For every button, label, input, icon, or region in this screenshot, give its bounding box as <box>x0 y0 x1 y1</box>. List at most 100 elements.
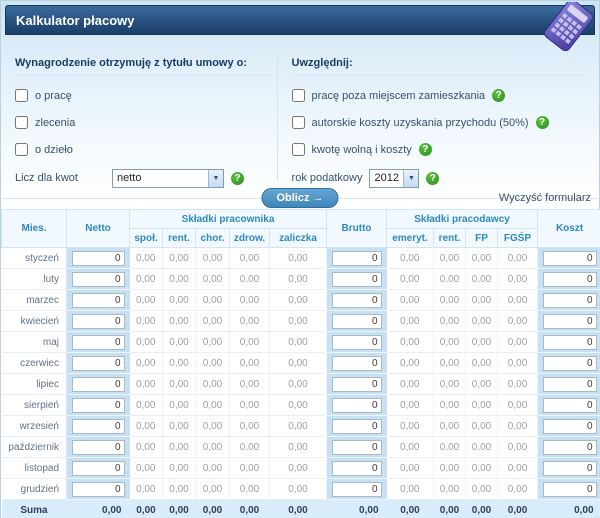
brutto-input[interactable] <box>332 313 382 329</box>
brutto-input[interactable] <box>332 439 382 455</box>
koszt-input[interactable] <box>543 313 597 329</box>
help-icon[interactable]: ? <box>535 116 549 129</box>
checkbox-o-dzielo[interactable] <box>15 143 28 156</box>
fp-value: 0,00 <box>465 268 499 290</box>
rok-podatkowy-select[interactable]: 2012 ▼ <box>369 168 420 188</box>
help-icon[interactable]: ? <box>231 171 244 185</box>
emeryt-value: 0,00 <box>386 268 435 290</box>
zaliczka-value: 0,00 <box>269 310 328 332</box>
checkbox-label: autorskie koszty uzyskania przychodu (50… <box>311 116 529 129</box>
zdrow-value: 0,00 <box>229 415 270 437</box>
zdrow-value: 0,00 <box>229 289 270 311</box>
koszt-input[interactable] <box>543 355 597 371</box>
brutto-input[interactable] <box>332 397 382 413</box>
chevron-down-icon: ▼ <box>208 169 223 187</box>
help-icon[interactable]: ? <box>492 89 506 102</box>
netto-input[interactable] <box>72 250 125 266</box>
emeryt-value: 0,00 <box>386 478 435 500</box>
koszt-input[interactable] <box>543 397 597 413</box>
koszt-cell <box>537 268 600 290</box>
checkbox-row-autorskie-koszty: autorskie koszty uzyskania przychodu (50… <box>291 109 587 136</box>
checkbox-autorskie-koszty[interactable] <box>291 116 305 129</box>
fgsp-value: 0,00 <box>497 373 539 395</box>
netto-input[interactable] <box>72 460 125 476</box>
help-icon[interactable]: ? <box>418 143 432 156</box>
suma-zaliczka: 0,00 <box>269 499 327 518</box>
netto-input[interactable] <box>72 481 125 497</box>
koszt-input[interactable] <box>543 334 597 350</box>
checkbox-row-praca-poza: pracę poza miejscem zamieszkania ? <box>291 82 587 109</box>
month-label: czerwiec <box>1 352 67 374</box>
brutto-input[interactable] <box>332 334 382 350</box>
checkbox-label: zlecenia <box>35 116 76 129</box>
checkbox-o-prace[interactable] <box>15 89 28 102</box>
month-label: marzec <box>1 289 67 311</box>
month-label: październik <box>1 436 67 458</box>
brutto-cell <box>326 373 387 395</box>
rent2-value: 0,00 <box>433 478 467 500</box>
checkbox-praca-poza-miejscem[interactable] <box>291 89 305 102</box>
chor-value: 0,00 <box>195 331 230 353</box>
netto-input[interactable] <box>72 313 125 329</box>
netto-input[interactable] <box>72 292 125 308</box>
suma-koszt: 0,00 <box>537 499 600 518</box>
brutto-cell <box>326 352 387 374</box>
emeryt-value: 0,00 <box>386 310 435 332</box>
brutto-input[interactable] <box>332 376 382 392</box>
netto-input[interactable] <box>72 418 125 434</box>
koszt-input[interactable] <box>543 271 597 287</box>
licz-dla-kwot-select[interactable]: netto ▼ <box>112 168 224 188</box>
koszt-input[interactable] <box>543 481 597 497</box>
spol-value: 0,00 <box>129 247 163 269</box>
suma-label: Suma <box>1 499 67 518</box>
netto-input[interactable] <box>72 439 125 455</box>
netto-input[interactable] <box>72 376 125 392</box>
brutto-input[interactable] <box>332 460 382 476</box>
col-header-chor: chor. <box>195 228 230 248</box>
oblicz-button[interactable]: Oblicz → <box>261 188 339 208</box>
fgsp-value: 0,00 <box>497 331 539 353</box>
spol-value: 0,00 <box>129 331 163 353</box>
month-label: wrzesień <box>1 415 67 437</box>
zaliczka-value: 0,00 <box>269 247 328 269</box>
form-left-heading: Wynagrodzenie otrzymuję z tytułu umowy o… <box>15 57 271 76</box>
brutto-cell <box>326 457 387 479</box>
koszt-input[interactable] <box>543 292 597 308</box>
koszt-input[interactable] <box>543 418 597 434</box>
brutto-input[interactable] <box>332 418 382 434</box>
spol-value: 0,00 <box>129 457 163 479</box>
rent2-value: 0,00 <box>433 268 467 290</box>
col-header-brutto: Brutto <box>326 209 388 248</box>
emeryt-value: 0,00 <box>386 436 435 458</box>
checkbox-zlecenia[interactable] <box>15 116 28 129</box>
netto-input[interactable] <box>72 334 125 350</box>
rent2-value: 0,00 <box>433 415 467 437</box>
brutto-input[interactable] <box>332 481 382 497</box>
netto-input[interactable] <box>72 397 125 413</box>
help-icon[interactable]: ? <box>426 171 440 185</box>
rent-value: 0,00 <box>162 289 196 311</box>
fgsp-value: 0,00 <box>497 478 539 500</box>
brutto-input[interactable] <box>332 292 382 308</box>
fgsp-value: 0,00 <box>497 289 539 311</box>
spol-value: 0,00 <box>129 436 163 458</box>
col-header-emeryt: emeryt. <box>386 228 435 248</box>
zaliczka-value: 0,00 <box>269 394 328 416</box>
koszt-input[interactable] <box>543 376 597 392</box>
netto-input[interactable] <box>72 271 125 287</box>
netto-cell <box>66 457 130 479</box>
table-row: listopad 0,00 0,00 0,00 0,00 0,00 0,00 0… <box>1 457 600 479</box>
form-left-panel: Wynagrodzenie otrzymuję z tytułu umowy o… <box>7 49 277 188</box>
brutto-input[interactable] <box>332 250 382 266</box>
checkbox-kwota-wolna[interactable] <box>291 143 305 156</box>
koszt-input[interactable] <box>543 439 597 455</box>
spol-value: 0,00 <box>129 373 163 395</box>
koszt-input[interactable] <box>543 250 597 266</box>
brutto-input[interactable] <box>332 355 382 371</box>
fp-value: 0,00 <box>465 478 499 500</box>
clear-form-link[interactable]: Wyczyść formularz <box>498 192 591 204</box>
chor-value: 0,00 <box>195 289 230 311</box>
brutto-input[interactable] <box>332 271 382 287</box>
koszt-input[interactable] <box>543 460 597 476</box>
netto-input[interactable] <box>72 355 125 371</box>
